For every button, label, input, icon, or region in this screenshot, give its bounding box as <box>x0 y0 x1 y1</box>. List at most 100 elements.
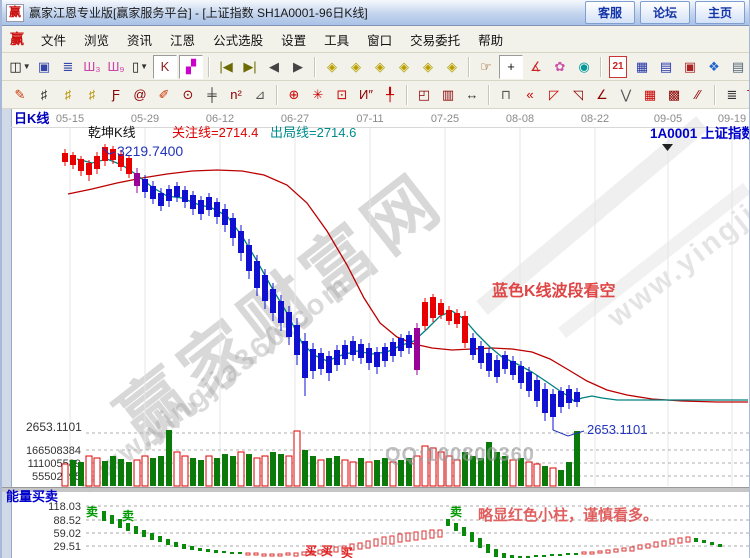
date-tick-label: 05-15 <box>56 113 84 125</box>
customer-service-button[interactable]: 客服 <box>584 1 635 24</box>
zoom-diamond-shrink-icon[interactable]: ◈ <box>447 58 457 74</box>
colored-kline-icon[interactable]: ▞ <box>179 54 203 79</box>
date-tick-label: 06-12 <box>206 113 234 125</box>
menu-item-1[interactable]: 文件 <box>41 33 67 48</box>
print-icon[interactable]: ▤ <box>731 58 745 74</box>
drag-hand-icon[interactable]: ☞ <box>480 58 492 74</box>
symbol-label[interactable]: 1A0001 上证指数 <box>650 125 750 141</box>
zoom-diamond-right-icon[interactable]: ◈ <box>351 58 361 74</box>
watch-line-value: 关注线=2714.4 <box>172 125 258 140</box>
price-grid-icon[interactable]: ╪ <box>207 86 217 102</box>
homepage-button[interactable]: 主页 <box>694 1 745 24</box>
save-icon[interactable]: ▣ <box>683 58 697 74</box>
wave-check-icon[interactable]: ⋁ <box>620 86 632 102</box>
span-measure-icon[interactable]: ↔ <box>465 86 479 102</box>
calculator-icon[interactable]: ▦ <box>635 58 649 74</box>
menu-item-8[interactable]: 窗口 <box>367 33 393 48</box>
pencil-grid-icon[interactable]: ✐ <box>158 86 170 102</box>
zoom-diamond-left-icon[interactable]: ◈ <box>327 58 337 74</box>
gann-square-icon[interactable]: ⊡ <box>336 86 348 102</box>
window-title: 赢家江恩专业版[赢家服务平台] - [上证指数 SH1A0001-96日K线] <box>29 6 368 20</box>
notepad-icon[interactable]: ▤ <box>659 58 673 74</box>
mirror-angle-icon[interactable]: ⊿ <box>254 86 266 102</box>
angle-measure-icon[interactable]: ∡ <box>530 58 542 74</box>
kline-chart-type-icon[interactable]: ◫ ▼ <box>9 58 31 74</box>
kline-chart[interactable]: 赢家财富网 www.yingjia360.com www.yingjia360.… <box>2 109 750 558</box>
gold-ratio-grid-icon[interactable]: ♯ <box>64 86 72 102</box>
menu-item-5[interactable]: 公式选股 <box>213 33 264 48</box>
quote-list-icon[interactable]: ≣ <box>62 58 74 74</box>
menu-item-9[interactable]: 交易委托 <box>410 33 461 48</box>
gann-grid-icon[interactable]: ♯ <box>40 86 48 102</box>
energy-sell-signal-1: 卖 <box>86 504 98 519</box>
fence-grid-icon[interactable]: ▥ <box>441 86 455 102</box>
date-tick-label: 09-19 <box>718 113 746 125</box>
pin-grid-icon[interactable]: ╀ <box>386 86 394 102</box>
gann-kline-icon[interactable]: K <box>153 54 177 79</box>
menu-item-2[interactable]: 浏览 <box>84 33 110 48</box>
bar-style-icon[interactable]: ▯ ▼ <box>131 58 149 74</box>
teal-knot-tool-icon[interactable]: ◉ <box>578 58 590 74</box>
n-mark-icon[interactable]: И″ <box>359 86 373 102</box>
time-cycle-icon[interactable]: ⊙ <box>182 86 194 102</box>
percent-strike-icon[interactable]: 7% <box>745 84 749 106</box>
scale-chart-icon[interactable]: ≣ <box>726 86 738 102</box>
last-page-icon[interactable]: ▶| <box>243 58 257 74</box>
gann-circle-icon[interactable]: ⊕ <box>288 86 300 102</box>
volume-bars-layer <box>61 430 580 487</box>
zoom-diamond-in-icon[interactable]: ◈ <box>375 58 385 74</box>
menu-item-10[interactable]: 帮助 <box>478 33 504 48</box>
menu-item-3[interactable]: 资讯 <box>127 33 153 48</box>
gold-ratio-grid2-icon[interactable]: ♯ <box>88 86 96 102</box>
panel-divider[interactable] <box>2 487 750 492</box>
zoom-diamond-expand-icon[interactable]: ◈ <box>423 58 433 74</box>
menu-item-7[interactable]: 工具 <box>324 33 350 48</box>
energy-scale-label: 88.52 <box>53 515 81 527</box>
fan-lines-icon[interactable]: « <box>526 86 534 102</box>
pink-flower-tool-icon[interactable]: ✿ <box>554 58 566 74</box>
send-net-icon[interactable]: ❖ <box>708 58 720 74</box>
title-bar: 赢 赢家江恩专业版[赢家服务平台] - [上证指数 SH1A0001-96日K线… <box>2 0 749 26</box>
chart-area[interactable]: 赢家财富网 www.yingjia360.com www.yingjia360.… <box>2 109 750 558</box>
forum-button[interactable]: 论坛 <box>639 1 690 24</box>
energy-sell-signal-2: 卖 <box>122 508 134 523</box>
zoom-diamond-out-icon[interactable]: ◈ <box>399 58 409 74</box>
grid-box-icon[interactable]: ▩ <box>667 86 681 102</box>
energy-sell-signal-3: 卖 <box>450 504 462 519</box>
box-diagonal-icon[interactable]: ◹ <box>573 86 583 102</box>
date-tick-label: 05-29 <box>131 113 159 125</box>
menu-item-6[interactable]: 设置 <box>281 33 307 48</box>
crosshair-icon[interactable]: + <box>499 54 523 79</box>
minute-chart-9-icon[interactable]: Ш₉ <box>107 58 125 74</box>
n-square-icon[interactable]: n² <box>230 86 242 102</box>
menu-item-4[interactable]: 江恩 <box>170 33 196 48</box>
trend-angle-icon[interactable]: ∠ <box>596 86 608 102</box>
app-icon: 赢 <box>6 3 24 22</box>
first-page-icon[interactable]: |◀ <box>219 58 233 74</box>
energy-indicator-layer <box>102 511 722 558</box>
draw-pencil-icon[interactable]: ✎ <box>14 86 26 102</box>
yingjia-tool-icon[interactable]: ◰ <box>417 86 431 102</box>
volume-scale-label: 166508384 <box>26 445 81 457</box>
minute-chart-3-icon[interactable]: Ш₃ <box>83 58 101 74</box>
calendar-icon[interactable]: 21 <box>607 55 629 78</box>
energy-buy-signal-2: 买 <box>321 544 333 558</box>
red-grid-icon[interactable]: ▦ <box>643 86 657 102</box>
gann-star-icon[interactable]: ✳ <box>312 86 324 102</box>
date-tick-label: 08-22 <box>581 113 609 125</box>
fibonacci-grid-icon[interactable]: Ƒ <box>112 86 120 102</box>
next-page-icon[interactable]: ▶ <box>293 58 303 74</box>
box-line-icon[interactable]: ⊓ <box>500 86 512 102</box>
parallel-lines-icon[interactable]: ∕∕ <box>695 86 701 102</box>
energy-buy-signal-3: 买 <box>341 546 353 558</box>
symbol-dropdown-icon[interactable] <box>662 144 673 151</box>
spiral-tool-icon[interactable]: @ <box>133 86 147 102</box>
toolbar-separator <box>714 84 716 105</box>
toolbar-separator <box>488 84 490 105</box>
date-tick-label: 08-08 <box>506 113 534 125</box>
prev-page-icon[interactable]: ◀ <box>269 58 279 74</box>
box-fan-icon[interactable]: ◸ <box>549 86 559 102</box>
market-overview-icon[interactable]: ▣ <box>37 58 51 74</box>
toolbar-separator <box>600 56 602 77</box>
